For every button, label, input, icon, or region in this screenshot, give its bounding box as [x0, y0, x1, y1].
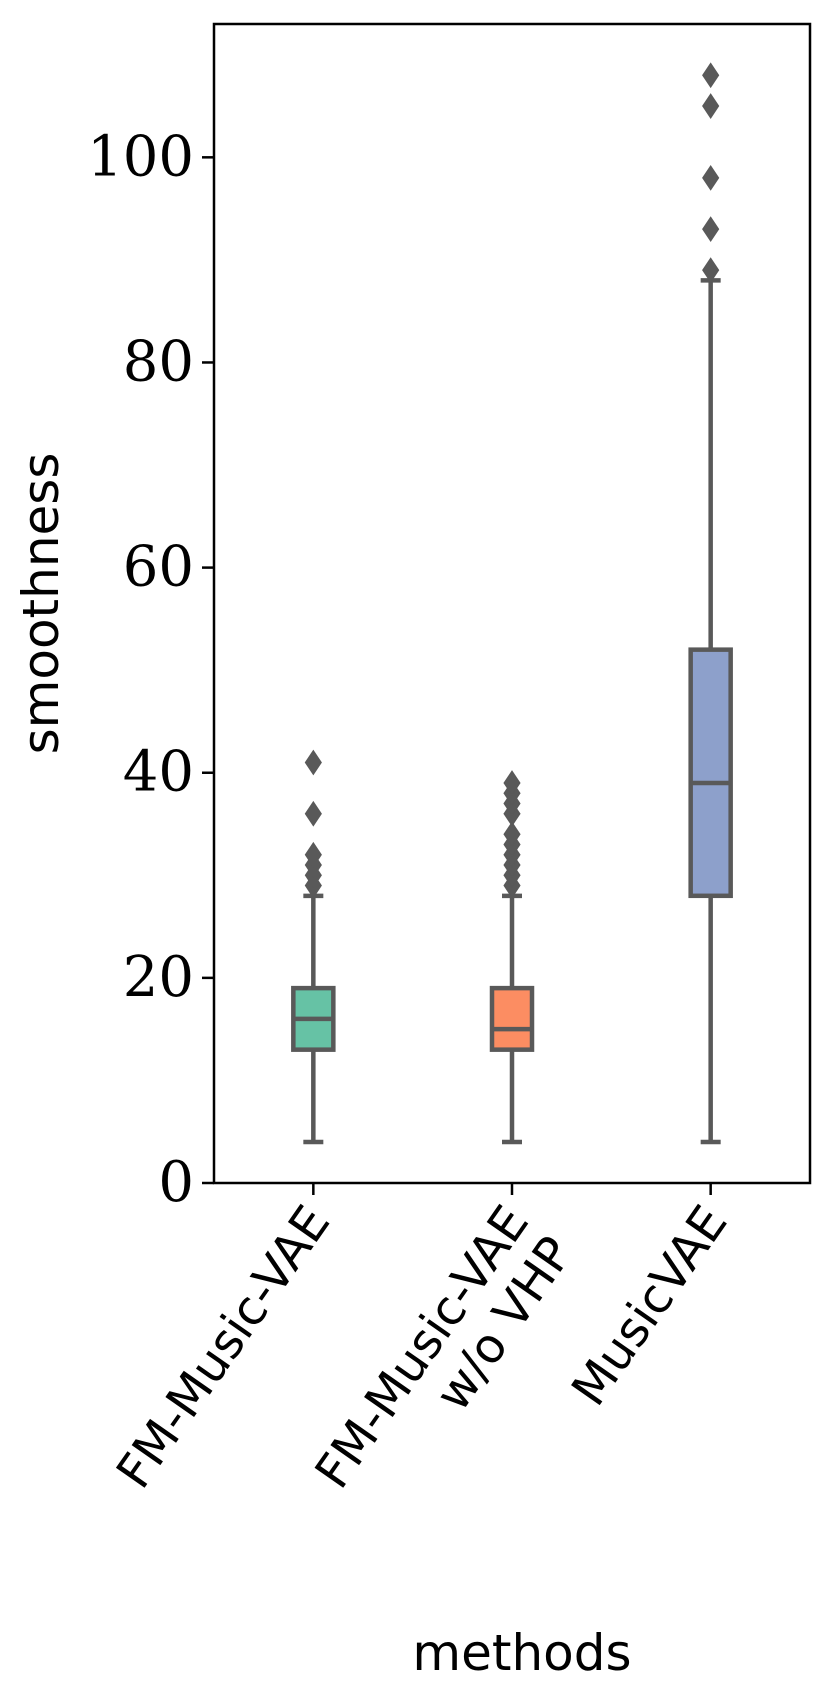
y-tick-label: 60: [123, 535, 194, 600]
x-tick-label-line: FM-Music-VAE: [106, 1196, 341, 1499]
y-tick-label: 40: [123, 740, 194, 805]
boxes: [291, 62, 733, 1145]
x-axis-title: methods: [412, 1624, 631, 1682]
x-tick-label-line: MusicVAE: [561, 1196, 739, 1416]
outlier-point: [702, 216, 720, 243]
y-tick-label: 0: [158, 1150, 194, 1215]
outlier-point: [304, 749, 322, 776]
y-axis: 0 20 40 60 80 100: [87, 124, 214, 1215]
y-tick-label: 100: [87, 124, 194, 189]
outlier-point: [702, 257, 720, 284]
outlier-point: [503, 770, 521, 796]
outlier-point: [702, 93, 720, 119]
y-axis-title: smoothness: [12, 453, 70, 755]
plot-frame: [212, 22, 812, 1185]
x-tick-label: FM-Music-VAE: [106, 1196, 341, 1499]
box-series: [489, 770, 535, 1145]
outlier-point: [304, 800, 322, 827]
box-iqr: [489, 985, 535, 1052]
box-series: [291, 749, 336, 1145]
outlier-point: [503, 821, 521, 848]
outlier-point: [702, 164, 720, 191]
box-iqr: [688, 647, 733, 899]
y-tick-label: 80: [123, 329, 194, 394]
outlier-point: [304, 841, 322, 868]
y-tick-label: 20: [123, 945, 194, 1010]
x-tick-label: MusicVAE: [561, 1196, 739, 1416]
outlier-point: [702, 62, 720, 89]
box-series: [688, 62, 733, 1145]
x-tick-label: FM-Music-VAEw/o VHP: [304, 1196, 584, 1530]
